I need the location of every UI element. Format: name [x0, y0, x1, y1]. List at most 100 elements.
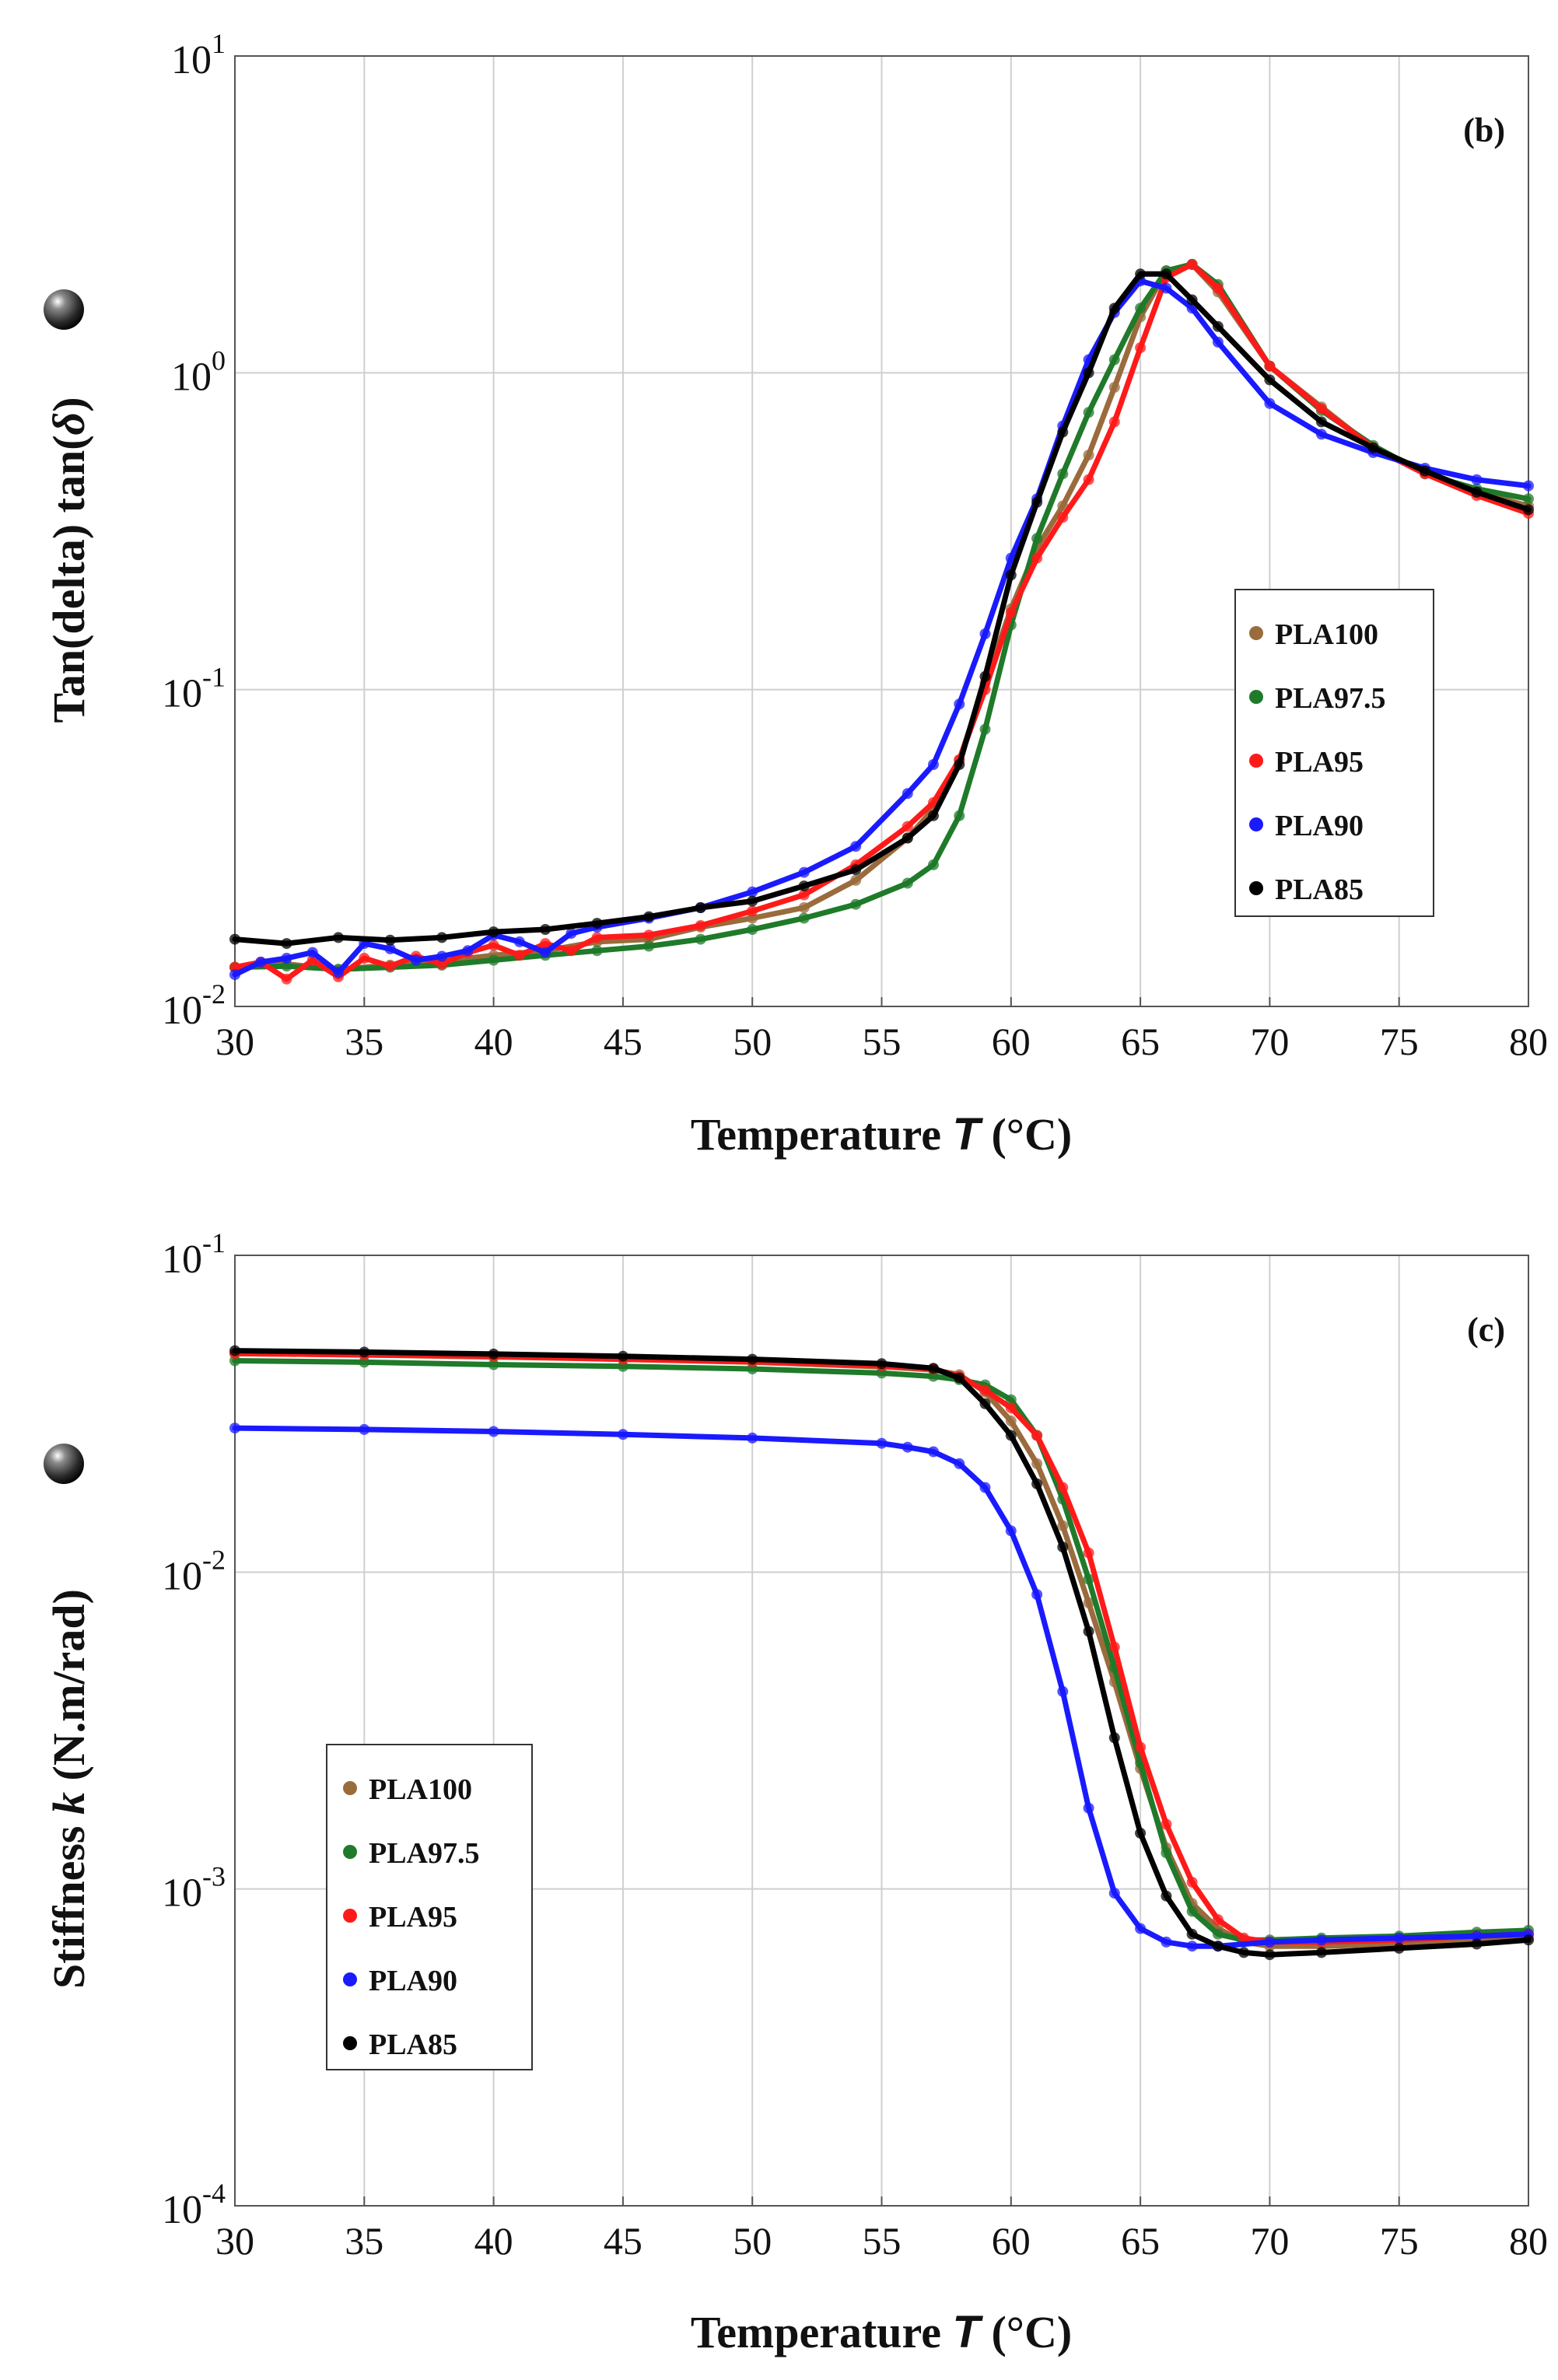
chart-c-data-point [1135, 1741, 1147, 1753]
chart-b-data-point [1264, 397, 1276, 409]
chart-b-xtick-label: 40 [474, 1020, 513, 1063]
chart-b-data-point [513, 936, 525, 947]
chart-c-legend: PLA100 PLA97.5 PLA95 PLA90 PLA85 [326, 1744, 533, 2070]
chart-b-data-point [1186, 258, 1198, 270]
chart-b-data-point [384, 934, 396, 946]
chart-c-legend-marker [343, 1781, 357, 1795]
chart-b-data-point [1083, 474, 1094, 485]
chart-b-xtick-label: 35 [345, 1020, 383, 1063]
chart-b-data-point [1135, 303, 1147, 314]
chart-c-series-pla90 [229, 1423, 1534, 1952]
chart-b-data-point [1471, 474, 1483, 485]
chart-b-data-point [1108, 354, 1120, 366]
chart-c-data-point [928, 1363, 939, 1374]
chart-c-data-point [488, 1426, 499, 1437]
chart-b-y-axis-label: Tan(delta) tan(δ) [44, 397, 94, 723]
chart-b-data-point [281, 938, 292, 950]
chart-c-legend-label: PLA85 [369, 2028, 457, 2061]
chart-c-data-point [1057, 1520, 1069, 1531]
chart-b-data-point [565, 945, 577, 957]
chart-c-data-point [488, 1348, 499, 1360]
chart-c-data-point [1108, 1888, 1120, 1899]
chart-c-data-point [1031, 1430, 1043, 1441]
chart-c-data-point [979, 1482, 991, 1493]
chart-c-data-point [1315, 1934, 1327, 1946]
chart-b-data-point [1264, 374, 1276, 386]
chart-b-series-pla85 [229, 268, 1534, 950]
chart-b-data-point [1135, 342, 1147, 354]
chart-b-data-point [979, 670, 991, 682]
chart-c-legend-label: PLA90 [369, 1965, 457, 1997]
chart-c-data-point [1186, 1877, 1198, 1888]
chart-b-data-point [1161, 282, 1172, 294]
chart-c-data-point [1186, 1928, 1198, 1940]
chart-c-data-point [979, 1398, 991, 1409]
chart-c-xtick-label: 75 [1380, 2219, 1419, 2263]
chart-b-xtick-label: 70 [1250, 1020, 1289, 1063]
chart-b-data-point [281, 953, 292, 964]
chart-c-data-point [229, 1423, 240, 1434]
chart-b-data-point [695, 902, 706, 913]
chart-c-data-point [1471, 1930, 1483, 1942]
chart-c-data-point [954, 1458, 965, 1469]
chart-c-data-point [1057, 1685, 1069, 1697]
chart-c-data-point [954, 1372, 965, 1384]
chart-b-xtick-label: 60 [992, 1020, 1031, 1063]
chart-c-data-point [1005, 1525, 1017, 1537]
chart-b-legend-item: PLA95 [1249, 746, 1364, 779]
chart-b-xtick-labels: 30 35 40 45 50 55 60 65 70 75 80 [215, 997, 1548, 1063]
chart-c-series [229, 1345, 1534, 1961]
chart-c-series-line [232, 1348, 1532, 1958]
chart-b-legend-item: PLA90 [1249, 810, 1364, 842]
chart-c-series-pla85 [229, 1345, 1534, 1961]
chart-c-xtick-label: 35 [345, 2219, 383, 2263]
chart-c-data-point [229, 1345, 240, 1356]
chart-b-data-point [1161, 268, 1172, 280]
chart-b-data-point [643, 940, 655, 952]
chart-c-legend-item: PLA95 [343, 1901, 457, 1934]
chart-c-data-point [1212, 1941, 1224, 1952]
chart-b-data-point [1186, 294, 1198, 306]
chart-b-data-point [1031, 496, 1043, 508]
chart-b-data-point [747, 895, 758, 907]
chart-b-data-point [488, 940, 499, 951]
chart-b-data-point [1031, 552, 1043, 564]
chart-c-data-point [1083, 1547, 1094, 1559]
chart-c-data-point [1005, 1394, 1017, 1405]
chart-c-ytick-label: 10-1 [162, 1227, 226, 1282]
chart-b-xtick-label: 45 [604, 1020, 642, 1063]
chart-b-legend-label: PLA85 [1275, 873, 1364, 906]
chart-c-data-point [1135, 1827, 1147, 1839]
chart-b-series [229, 258, 1534, 985]
chart-c-xtick-label: 60 [992, 2219, 1031, 2263]
chart-b-data-point [1031, 533, 1043, 544]
chart-b-data-point [1108, 303, 1120, 314]
chart-b-xtick-label: 65 [1121, 1020, 1160, 1063]
chart-b-legend-marker [1249, 754, 1263, 768]
chart-b-data-point [436, 950, 448, 962]
chart-c-legend-item: PLA97.5 [343, 1837, 480, 1870]
chart-b-data-point [281, 973, 292, 985]
chart-c-legend-item: PLA90 [343, 1965, 457, 1997]
chart-c-data-point [1523, 1934, 1534, 1946]
chart-c-data-point [1161, 1847, 1172, 1859]
chart-b-legend-marker [1249, 626, 1263, 640]
chart-b-data-point [384, 943, 396, 954]
chart-b-data-point [591, 945, 603, 957]
chart-c-data-point [1005, 1430, 1017, 1441]
chart-c-data-point [1264, 1936, 1276, 1948]
chart-b-data-point [333, 967, 344, 978]
chart-b-data-point [540, 924, 551, 935]
chart-c-y-axis-label: Stiffness k (N.m/rad) [44, 1589, 94, 1989]
chart-b-data-point [591, 932, 603, 943]
chart-c-data-point [1057, 1542, 1069, 1553]
chart-b-legend-item: PLA85 [1249, 873, 1364, 906]
chart-c-data-point [617, 1350, 628, 1362]
chart-b-data-point [928, 810, 939, 821]
chart-c-data-point [1083, 1626, 1094, 1637]
chart-b-data-point [384, 961, 396, 972]
chart-b-ytick-label: 101 [171, 28, 226, 82]
chart-b-data-point [695, 933, 706, 945]
chart-c-legend-marker [343, 2036, 357, 2050]
chart-b-data-point [540, 947, 551, 958]
